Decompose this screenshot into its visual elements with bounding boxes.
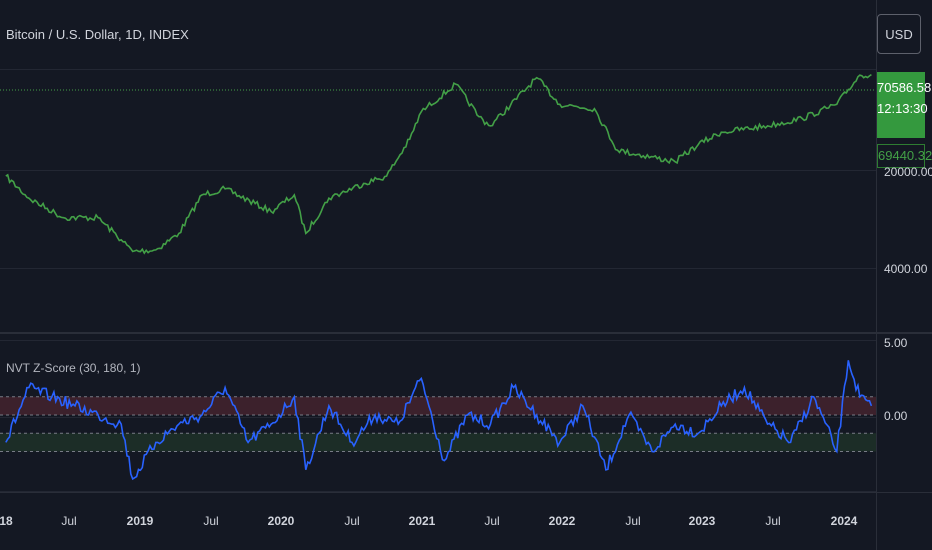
- indicator-band-upper: [0, 396, 876, 415]
- x-tick-label: Jul: [203, 514, 219, 528]
- price-y-tick: 4000.00: [884, 262, 928, 276]
- indicator-title[interactable]: NVT Z-Score (30, 180, 1): [6, 361, 141, 375]
- indicator-y-tick: 0.00: [884, 409, 908, 423]
- last-price-tag: 70586.58 12:13:30: [877, 72, 932, 138]
- x-tick-label: 2023: [688, 514, 716, 528]
- last-price-label: 70586.58: [877, 80, 932, 95]
- x-tick-label: 2019: [126, 514, 154, 528]
- indicator-series-line: [5, 360, 873, 481]
- x-tick-label: 2020: [267, 514, 295, 528]
- countdown-label: 12:13:30: [877, 101, 928, 116]
- x-tick-label: Jul: [344, 514, 360, 528]
- indicator-band-lines: [0, 396, 876, 452]
- grid-lines: [0, 69, 876, 492]
- secondary-price-tag: 69440.32: [877, 144, 932, 168]
- x-tick-label: Jul: [484, 514, 500, 528]
- x-tick-label: 18: [0, 514, 13, 528]
- currency-button[interactable]: USD: [877, 14, 921, 54]
- price-series-line: [5, 73, 872, 255]
- indicator-y-tick: 5.00: [884, 336, 908, 350]
- indicator-band-lower: [0, 433, 876, 452]
- x-tick-label: 2024: [830, 514, 858, 528]
- x-tick-label: 2022: [548, 514, 576, 528]
- x-tick-label: 2021: [408, 514, 436, 528]
- indicator-bands: [0, 396, 876, 452]
- price-y-tick: 20000.00: [884, 165, 932, 179]
- x-tick-label: Jul: [765, 514, 781, 528]
- x-tick-label: Jul: [625, 514, 641, 528]
- symbol-title[interactable]: Bitcoin / U.S. Dollar, 1D, INDEX: [6, 27, 189, 42]
- x-tick-label: Jul: [61, 514, 77, 528]
